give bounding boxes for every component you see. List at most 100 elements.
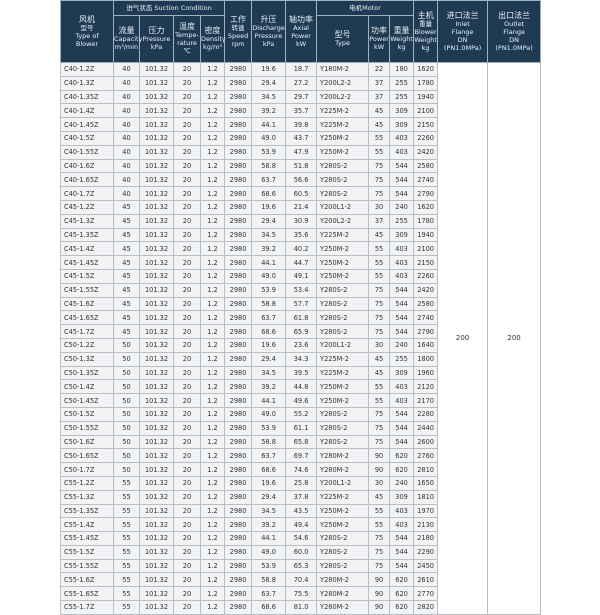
cell-motor-weight: 544 — [389, 158, 415, 174]
cell-temperature: 20 — [173, 213, 201, 229]
header-line: Flange — [451, 27, 474, 36]
cell-motor-power: 55 — [368, 393, 391, 408]
cell-motor-weight: 309 — [389, 117, 415, 132]
cell-axial-power: 49.1 — [285, 268, 318, 284]
cell-speed: 2980 — [224, 558, 253, 574]
cell-motor-type: Y280S-2 — [316, 420, 370, 436]
cell-motor-power: 45 — [368, 117, 391, 132]
cell-pressure: 101.32 — [139, 75, 174, 91]
cell-pressure: 101.32 — [139, 130, 174, 146]
cell-blower-type: C55-1.6Z — [60, 572, 114, 588]
cell-discharge-pressure: 53.9 — [251, 144, 287, 160]
cell-motor-weight: 544 — [389, 310, 415, 326]
header-line: kPa — [262, 39, 275, 48]
cell-axial-power: 75.5 — [285, 586, 318, 602]
cell-discharge-pressure: 68.6 — [251, 324, 287, 339]
cell-motor-weight: 403 — [389, 130, 415, 146]
cell-density: 1.2 — [199, 268, 226, 284]
cell-density: 1.2 — [199, 517, 226, 533]
cell-temperature: 20 — [173, 227, 201, 243]
cell-motor-power: 55 — [368, 268, 391, 284]
cell-motor-weight: 620 — [389, 600, 415, 615]
cell-motor-power: 75 — [368, 558, 391, 574]
cell-axial-power: 65.9 — [285, 324, 318, 339]
cell-motor-type: Y225M-2 — [316, 489, 370, 505]
cell-discharge-pressure: 49.0 — [251, 406, 287, 422]
header-line: Inlet — [455, 19, 470, 28]
cell-density: 1.2 — [199, 199, 226, 215]
cell-motor-type: Y200L1-2 — [316, 337, 370, 353]
cell-temperature: 20 — [173, 406, 201, 422]
cell-blower-type: C45-1.45Z — [60, 255, 114, 270]
cell-motor-type: Y280S-2 — [316, 434, 370, 450]
cell-motor-weight: 240 — [389, 337, 415, 353]
cell-motor-weight: 309 — [389, 227, 415, 243]
header-line: 进口法兰 — [446, 10, 479, 20]
cell-density: 1.2 — [199, 172, 226, 188]
cell-motor-type: Y225M-2 — [316, 103, 370, 119]
cell-blower-type: C55-1.3Z — [60, 489, 114, 505]
cell-density: 1.2 — [199, 531, 226, 546]
cell-blower-type: C55-1.45Z — [60, 531, 114, 546]
cell-blower-weight: 2290 — [413, 544, 439, 560]
cell-capacity: 40 — [113, 117, 140, 132]
cell-blower-weight: 2100 — [413, 103, 439, 119]
cell-pressure: 101.32 — [139, 531, 174, 546]
cell-density: 1.2 — [199, 489, 226, 505]
cell-speed: 2980 — [224, 62, 253, 77]
cell-temperature: 20 — [173, 144, 201, 160]
cell-motor-power: 75 — [368, 158, 391, 174]
cell-temperature: 20 — [173, 186, 201, 201]
cell-density: 1.2 — [199, 324, 226, 339]
table-row: C50-1.65Z 50 101.32 20 1.2 2980 63.7 69.7 Y280M-… — [60, 448, 541, 464]
cell-density: 1.2 — [199, 475, 226, 491]
cell-pressure: 101.32 — [139, 282, 174, 298]
cell-blower-weight: 1780 — [413, 213, 439, 229]
table-row: C50-1.7Z 50 101.32 20 1.2 2980 68.6 74.6 Y280M-2… — [60, 462, 541, 477]
cell-motor-type: Y250M-2 — [316, 379, 370, 395]
cell-speed: 2980 — [224, 227, 253, 243]
cell-temperature: 20 — [173, 489, 201, 505]
cell-discharge-pressure: 53.9 — [251, 282, 287, 298]
cell-axial-power: 35.7 — [285, 103, 318, 119]
table-row: C50-1.55Z 50 101.32 20 1.2 2980 53.9 61.1 Y280S-… — [60, 420, 541, 436]
cell-blower-weight: 2420 — [413, 282, 439, 298]
cell-discharge-pressure: 34.5 — [251, 365, 287, 381]
header-line: 型号 — [334, 30, 351, 39]
cell-capacity: 45 — [113, 324, 140, 339]
header-axial-power: 轴功率 Axial Power kW — [285, 0, 318, 63]
header-line: Capacity — [114, 35, 143, 43]
cell-speed: 2980 — [224, 213, 253, 229]
cell-temperature: 20 — [173, 337, 201, 353]
cell-motor-power: 90 — [368, 586, 391, 602]
cell-speed: 2980 — [224, 365, 253, 381]
cell-blower-weight: 1620 — [413, 199, 439, 215]
cell-blower-type: C40-1.55Z — [60, 144, 114, 160]
cell-capacity: 55 — [113, 489, 140, 505]
cell-blower-type: C55-1.4Z — [60, 517, 114, 533]
cell-blower-type: C40-1.5Z — [60, 130, 114, 146]
cell-motor-power: 37 — [368, 89, 391, 105]
cell-discharge-pressure: 63.7 — [251, 586, 287, 602]
header-line: Outlet — [504, 19, 525, 28]
cell-discharge-pressure: 39.2 — [251, 103, 287, 119]
cell-temperature: 20 — [173, 448, 201, 464]
cell-axial-power: 56.6 — [285, 172, 318, 188]
cell-motor-power: 75 — [368, 531, 391, 546]
cell-motor-type: Y280M-2 — [316, 462, 370, 477]
cell-blower-type: C50-1.3Z — [60, 351, 114, 367]
cell-axial-power: 39.5 — [285, 365, 318, 381]
cell-motor-power: 37 — [368, 75, 391, 91]
cell-axial-power: 43.5 — [285, 503, 318, 519]
cell-pressure: 101.32 — [139, 324, 174, 339]
header-temperature: 温度 Tempe-rature ℃ — [173, 15, 201, 63]
header-discharge-pressure: 升压 Discharge Pressure kPa — [251, 0, 287, 63]
cell-speed: 2980 — [224, 517, 253, 533]
cell-axial-power: 70.4 — [285, 572, 318, 588]
cell-capacity: 45 — [113, 213, 140, 229]
cell-density: 1.2 — [199, 558, 226, 574]
cell-motor-weight: 544 — [389, 544, 415, 560]
cell-motor-power: 90 — [368, 600, 391, 615]
header-speed: 工作 转速 Speed rpm — [224, 0, 253, 63]
header-line: 功率 — [371, 26, 388, 35]
